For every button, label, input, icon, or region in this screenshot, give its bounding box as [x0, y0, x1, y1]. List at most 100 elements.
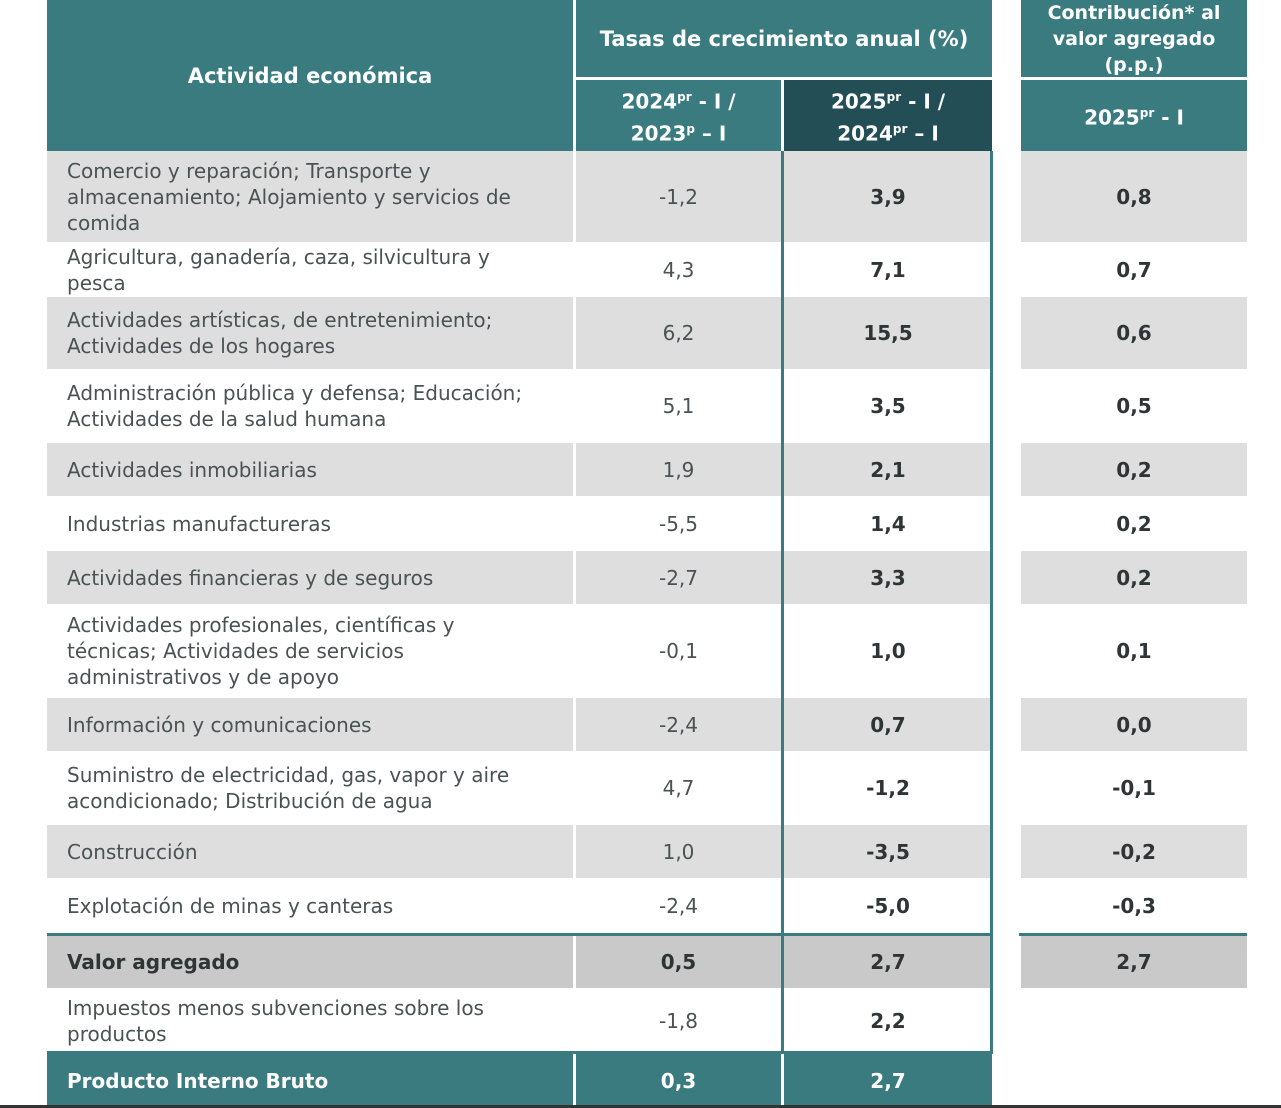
contribution-header-line2: valor agregado (p.p.)	[1052, 27, 1216, 76]
row-growth-2024: 4,3	[662, 258, 695, 282]
table-row-contrib-bg	[1021, 297, 1247, 369]
row-growth-2024: 6,2	[662, 321, 695, 345]
row-growth-2025: 3,5	[870, 394, 906, 418]
row-contribution: 0,6	[1116, 321, 1152, 345]
gdp-top-rule	[47, 1051, 992, 1054]
row-growth-2025: 1,4	[870, 511, 906, 536]
row-growth-2025: 0,7	[870, 712, 906, 737]
contribution-header: Contribución* al valor agregado (p.p.)	[1021, 0, 1247, 77]
growth-col2-rest1: - I /	[901, 89, 946, 114]
taxes-label: Impuestos menos subvenciones sobre los p…	[67, 996, 484, 1046]
row-label: Administración pública y defensa; Educac…	[67, 381, 523, 431]
row-growth-2025: 7,1	[870, 258, 906, 282]
contribution-col-sup: pr	[1139, 105, 1155, 120]
taxes-g2: 2,2	[870, 1009, 906, 1033]
gdp-g2: 2,7	[870, 1069, 906, 1093]
growth-col2-year1: 2025	[830, 89, 887, 114]
growth-col2-sup2: pr	[892, 121, 908, 136]
growth-col1-sup1: pr	[677, 89, 692, 104]
row-separator	[573, 698, 576, 751]
growth-col1-sup2: p	[686, 121, 695, 136]
growth-col2-rest2: – I	[907, 121, 939, 146]
row-growth-2025: -3,5	[866, 839, 910, 864]
row-contribution: 0,8	[1116, 184, 1152, 209]
row-label: Industrias manufactureras	[67, 511, 331, 536]
gdp-sep-2	[781, 1054, 784, 1108]
row-contribution: -0,1	[1112, 776, 1156, 800]
row-label: Construcción	[67, 839, 198, 864]
table-row	[47, 443, 992, 496]
value-added-top-rule	[47, 933, 992, 936]
table-row-contrib-bg	[1021, 151, 1247, 242]
row-separator	[573, 297, 576, 369]
growth-col2-header: 2025pr - I / 2024pr – I	[784, 80, 992, 151]
gdp-label: Producto Interno Bruto	[67, 1069, 329, 1093]
row-growth-2025: 1,0	[870, 639, 906, 663]
col2-left-border	[781, 151, 784, 1054]
col2-right-border	[990, 151, 993, 1054]
row-growth-2025: 3,3	[870, 565, 906, 590]
growth-col1-rest1: - I /	[691, 89, 736, 114]
value-added-g1: 0,5	[660, 950, 697, 974]
row-growth-2024: 1,0	[662, 839, 695, 864]
growth-col1-year2: 2023	[630, 121, 687, 146]
row-label: Agricultura, ganadería, caza, silvicultu…	[67, 245, 490, 295]
table-row	[47, 151, 992, 242]
row-growth-2025: -5,0	[866, 893, 910, 918]
row-separator	[573, 151, 576, 242]
header-separator-1	[573, 0, 576, 151]
row-label: Actividades financieras y de seguros	[67, 565, 434, 590]
table-row-contrib-bg	[1021, 825, 1247, 878]
row-growth-2024: -2,7	[658, 565, 699, 590]
value-added-sep	[573, 936, 576, 988]
row-contribution: 0,0	[1116, 712, 1152, 737]
value-added-label: Valor agregado	[67, 950, 240, 974]
table-row	[47, 297, 992, 369]
value-added-contrib: 2,7	[1116, 950, 1152, 974]
growth-rates-header: Tasas de crecimiento anual (%)	[576, 0, 992, 77]
gdp-g1: 0,3	[660, 1069, 697, 1093]
contribution-col-header: 2025pr - I	[1021, 80, 1247, 151]
growth-col2-year2: 2024	[837, 121, 893, 146]
row-contribution: 0,7	[1116, 258, 1152, 282]
growth-col1-rest2: – I	[694, 121, 727, 146]
value-added-top-rule-contrib	[1019, 933, 1247, 936]
row-label: Información y comunicaciones	[67, 712, 372, 737]
row-growth-2025: -1,2	[866, 776, 910, 800]
row-contribution: -0,2	[1112, 839, 1156, 864]
header-separator-2	[781, 80, 784, 151]
value-added-row	[47, 936, 992, 988]
table-row-contrib-bg	[1021, 551, 1247, 604]
taxes-g1: -1,8	[658, 1009, 699, 1033]
value-added-g2: 2,7	[870, 950, 906, 974]
row-growth-2024: 1,9	[662, 457, 695, 482]
row-label: Suministro de electricidad, gas, vapor y…	[67, 763, 510, 813]
row-separator	[573, 551, 576, 604]
header-divider	[573, 77, 992, 80]
row-label: Explotación de minas y canteras	[67, 893, 394, 918]
row-contribution: 0,2	[1116, 565, 1152, 590]
bottom-edge	[0, 1105, 1281, 1108]
row-growth-2025: 15,5	[863, 321, 913, 345]
gdp-sep-1	[573, 1054, 576, 1108]
row-contribution: 0,5	[1116, 394, 1152, 418]
growth-col1-header: 2024pr - I / 2023p – I	[576, 80, 781, 151]
row-separator	[573, 825, 576, 878]
value-added-contrib-bg	[1021, 936, 1247, 988]
contribution-header-line1: Contribución* al	[1047, 1, 1221, 24]
row-growth-2024: -2,4	[658, 893, 699, 918]
row-label: Actividades profesionales, científicas y…	[67, 613, 455, 689]
row-contribution: 0,1	[1116, 639, 1152, 663]
row-growth-2024: -1,2	[658, 184, 699, 209]
row-growth-2025: 2,1	[870, 457, 906, 482]
row-label: Actividades inmobiliarias	[67, 457, 317, 482]
row-growth-2024: -5,5	[658, 511, 699, 536]
table-row	[47, 551, 992, 604]
activity-column-header-label: Actividad económica	[187, 63, 433, 88]
gdp-row	[47, 1054, 992, 1108]
row-growth-2024: -2,4	[658, 712, 699, 737]
table-row	[47, 825, 992, 878]
row-label: Actividades artísticas, de entretenimien…	[67, 308, 493, 358]
growth-col2-sup1: pr	[886, 89, 902, 104]
row-label: Comercio y reparación; Transporte y alma…	[67, 158, 511, 235]
